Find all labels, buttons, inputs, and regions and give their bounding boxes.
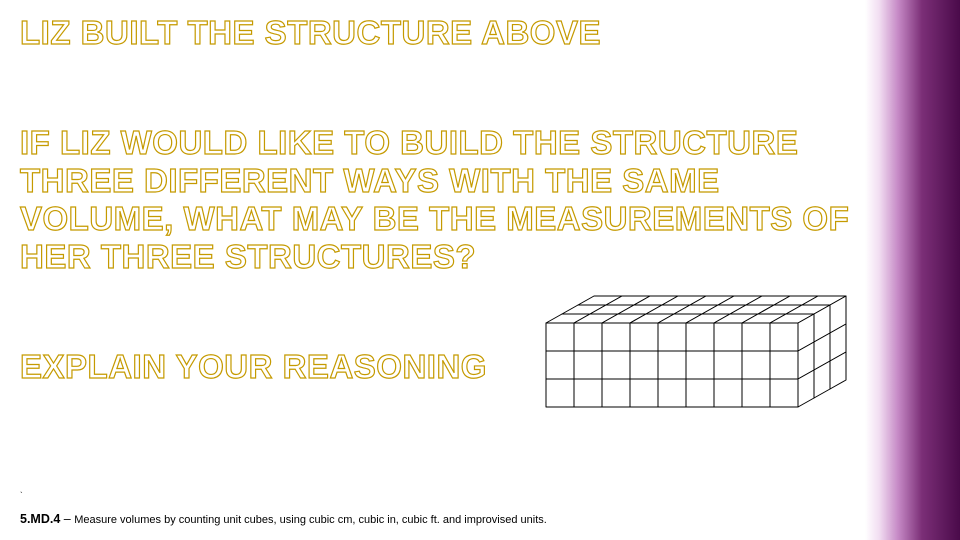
- slide-content: LIZ BUILT THE STRUCTURE ABOVE IF LIZ WOU…: [0, 0, 870, 540]
- standard-description: Measure volumes by counting unit cubes, …: [74, 514, 547, 526]
- unit-cube-prism: [545, 295, 885, 408]
- standard-code: 5.MD.4: [20, 512, 60, 526]
- stray-tick: `: [20, 491, 23, 500]
- standard-dash: –: [60, 512, 74, 526]
- headline-question: IF LIZ WOULD LIKE TO BUILD THE STRUCTURE…: [20, 124, 880, 276]
- standard-footer: 5.MD.4 – Measure volumes by counting uni…: [20, 512, 547, 526]
- headline-1: LIZ BUILT THE STRUCTURE ABOVE: [20, 14, 870, 52]
